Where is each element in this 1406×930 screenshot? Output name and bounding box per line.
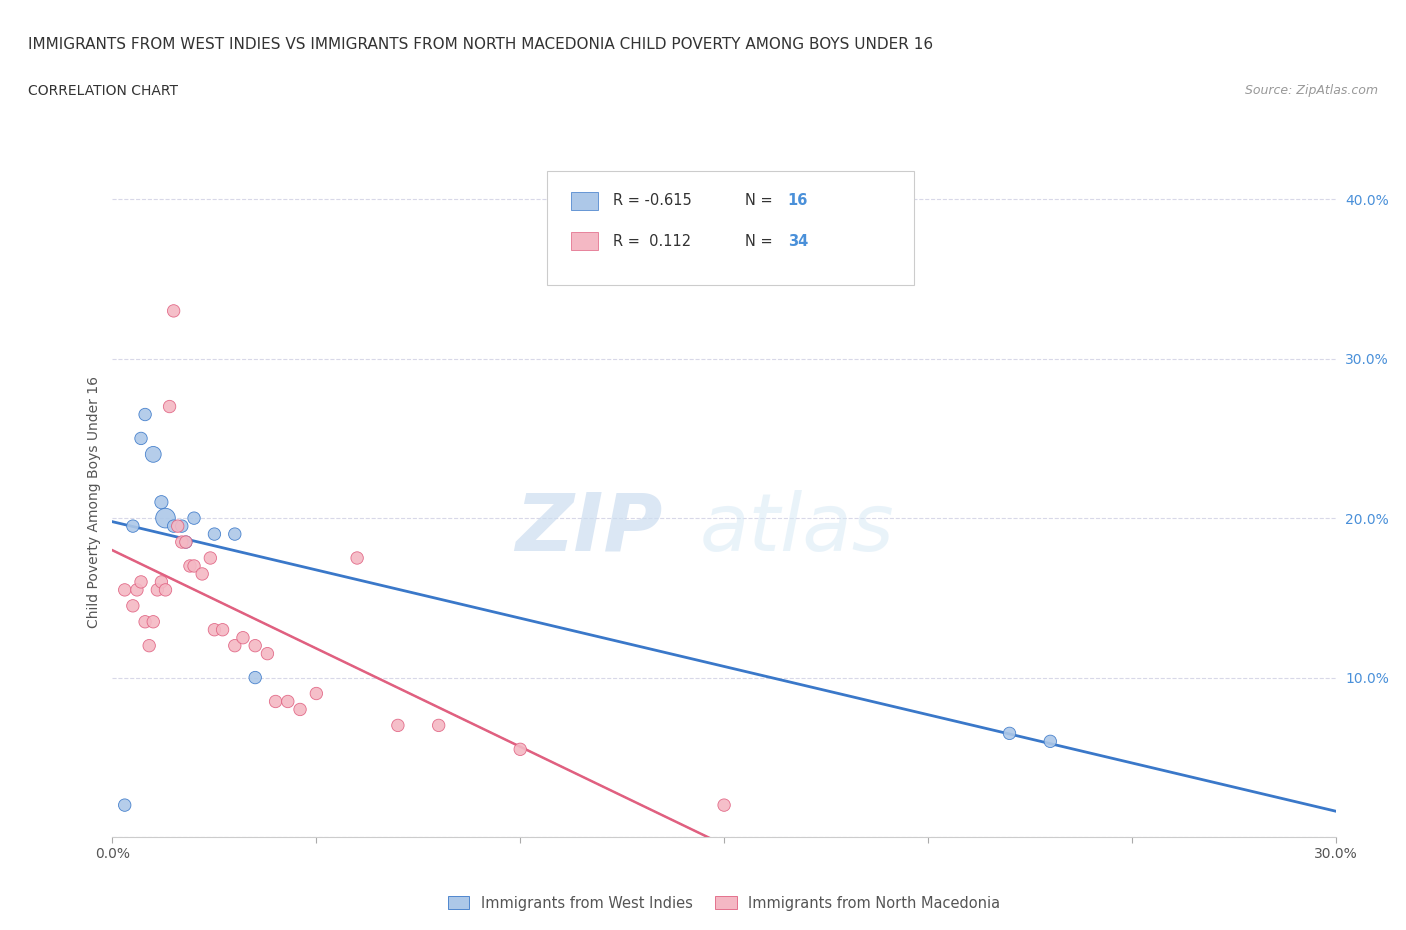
Point: [264, 694, 287, 709]
Point: [114, 798, 136, 813]
Point: [277, 694, 299, 709]
FancyBboxPatch shape: [571, 192, 598, 210]
Point: [163, 303, 186, 318]
Point: [245, 638, 267, 653]
Text: CORRELATION CHART: CORRELATION CHART: [28, 84, 179, 98]
Point: [174, 535, 197, 550]
Point: [509, 742, 531, 757]
Point: [142, 615, 165, 630]
Text: IMMIGRANTS FROM WEST INDIES VS IMMIGRANTS FROM NORTH MACEDONIA CHILD POVERTY AMO: IMMIGRANTS FROM WEST INDIES VS IMMIGRANT…: [28, 37, 934, 52]
Point: [138, 638, 160, 653]
Point: [125, 582, 148, 597]
Point: [179, 559, 201, 574]
Legend: Immigrants from West Indies, Immigrants from North Macedonia: Immigrants from West Indies, Immigrants …: [441, 890, 1007, 917]
Text: ZIP: ZIP: [516, 490, 664, 568]
Point: [155, 511, 177, 525]
Point: [346, 551, 368, 565]
Point: [305, 686, 328, 701]
Text: 34: 34: [787, 233, 808, 248]
FancyBboxPatch shape: [571, 232, 598, 250]
Point: [166, 519, 188, 534]
Point: [174, 535, 197, 550]
FancyBboxPatch shape: [547, 171, 914, 285]
Text: R = -0.615: R = -0.615: [613, 193, 692, 208]
Point: [183, 511, 205, 525]
Point: [204, 526, 226, 541]
Point: [159, 399, 181, 414]
Point: [129, 431, 152, 445]
Point: [129, 575, 152, 590]
Point: [998, 726, 1021, 741]
Point: [170, 519, 193, 534]
Point: [142, 447, 165, 462]
Point: [146, 582, 169, 597]
Point: [122, 598, 145, 613]
Point: [134, 615, 156, 630]
Point: [191, 566, 214, 581]
Point: [183, 559, 205, 574]
Text: atlas: atlas: [700, 490, 894, 568]
Point: [170, 535, 193, 550]
Point: [224, 526, 246, 541]
Y-axis label: Child Poverty Among Boys Under 16: Child Poverty Among Boys Under 16: [87, 377, 101, 628]
Point: [163, 519, 186, 534]
Point: [204, 622, 226, 637]
Text: N =: N =: [745, 193, 778, 208]
Point: [256, 646, 278, 661]
Point: [122, 519, 145, 534]
Point: [232, 631, 254, 645]
Point: [713, 798, 735, 813]
Point: [245, 671, 267, 685]
Point: [387, 718, 409, 733]
Point: [150, 495, 173, 510]
Point: [427, 718, 450, 733]
Point: [224, 638, 246, 653]
Point: [288, 702, 311, 717]
Text: R =  0.112: R = 0.112: [613, 233, 690, 248]
Point: [134, 407, 156, 422]
Point: [155, 582, 177, 597]
Text: Source: ZipAtlas.com: Source: ZipAtlas.com: [1244, 84, 1378, 97]
Text: 16: 16: [787, 193, 808, 208]
Point: [211, 622, 233, 637]
Point: [114, 582, 136, 597]
Text: N =: N =: [745, 233, 778, 248]
Point: [1039, 734, 1062, 749]
Point: [150, 575, 173, 590]
Point: [200, 551, 222, 565]
